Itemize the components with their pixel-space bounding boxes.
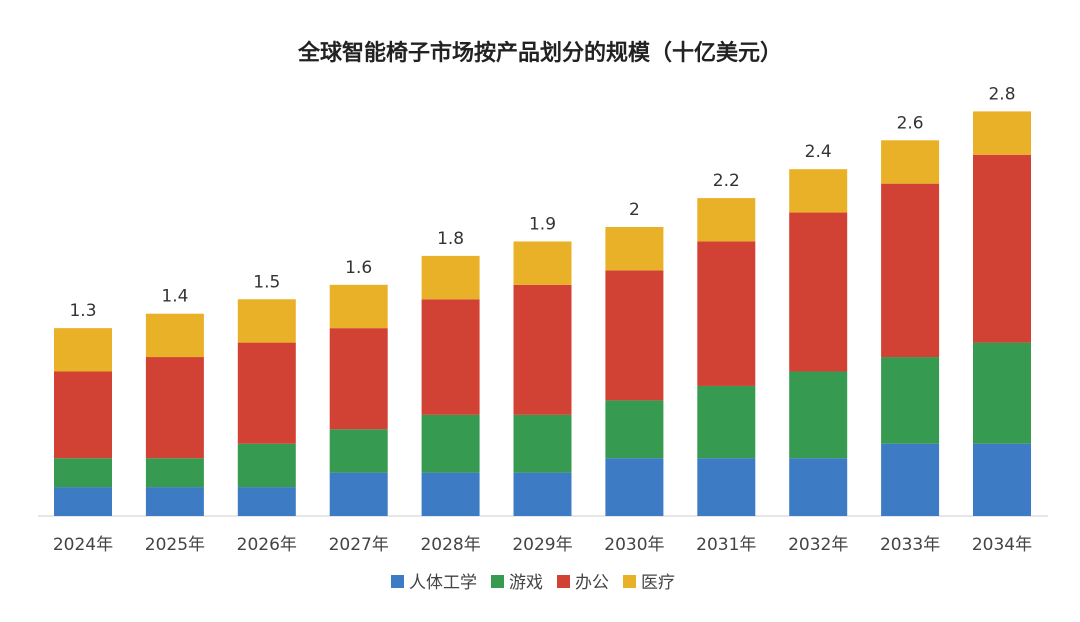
bar-segment-2-8 xyxy=(697,385,756,459)
bar-segment-3-5 xyxy=(421,299,480,415)
x-tick-label: 2031年 xyxy=(696,535,756,555)
x-tick-label: 2024年 xyxy=(53,535,113,555)
bar-segment-4-4 xyxy=(329,284,388,329)
legend-swatch xyxy=(557,575,570,588)
legend: 人体工学 游戏 办公 医疗 xyxy=(391,573,675,593)
bar-segment-4-1 xyxy=(54,328,112,372)
bar-segment-2-4 xyxy=(329,429,388,473)
bar-segment-1-8 xyxy=(697,458,756,516)
x-tick-label: 2034年 xyxy=(972,535,1032,555)
bar-segment-3-3 xyxy=(237,342,296,444)
bar-segment-2-6 xyxy=(513,414,572,473)
bar-segment-3-8 xyxy=(697,241,756,386)
bar-segment-1-3 xyxy=(237,487,296,516)
bar-segment-1-7 xyxy=(605,458,664,516)
legend-swatch xyxy=(623,575,636,588)
total-label: 1.3 xyxy=(69,301,96,321)
bar-segment-2-9 xyxy=(789,371,848,459)
legend-label: 人体工学 xyxy=(409,573,477,593)
bar-segment-2-3 xyxy=(237,443,296,488)
total-label: 1.6 xyxy=(345,258,372,278)
x-tick-label: 2033年 xyxy=(880,535,940,555)
bar-segment-3-1 xyxy=(54,371,112,459)
total-label: 1.8 xyxy=(437,229,464,249)
legend-label: 游戏 xyxy=(509,573,543,593)
total-label: 2.2 xyxy=(713,171,740,191)
legend-label: 办公 xyxy=(575,573,609,593)
bar-segment-1-11 xyxy=(973,443,1031,516)
x-tick-label: 2026年 xyxy=(237,535,297,555)
bar-segment-1-5 xyxy=(421,472,480,516)
bar-segment-2-5 xyxy=(421,414,480,473)
total-label: 1.9 xyxy=(529,214,556,234)
bar-segment-1-1 xyxy=(54,487,112,516)
bar-segment-1-9 xyxy=(789,458,848,516)
x-tick-label: 2029年 xyxy=(512,535,572,555)
bar-segment-4-6 xyxy=(513,241,572,285)
bar-segment-4-3 xyxy=(237,299,296,343)
bar-segment-4-5 xyxy=(421,255,480,300)
x-tick-label: 2027年 xyxy=(329,535,389,555)
bar-segment-3-10 xyxy=(881,183,940,358)
bar-segment-3-6 xyxy=(513,284,572,415)
bar-segment-2-11 xyxy=(973,342,1031,444)
bar-segment-3-9 xyxy=(789,212,848,372)
bar-segment-4-8 xyxy=(697,198,756,242)
legend-swatch xyxy=(391,575,404,588)
total-label: 2.6 xyxy=(897,113,924,133)
x-tick-label: 2025年 xyxy=(145,535,205,555)
bar-segment-2-10 xyxy=(881,357,940,444)
bar-segment-4-10 xyxy=(881,140,940,184)
bar-segment-1-6 xyxy=(513,472,572,516)
bar-segment-2-1 xyxy=(54,458,112,488)
bar-segment-3-11 xyxy=(973,154,1031,343)
bar-segment-2-2 xyxy=(145,458,204,488)
bar-segment-4-9 xyxy=(789,169,848,213)
x-tick-label: 2028年 xyxy=(420,535,480,555)
total-label: 2.8 xyxy=(988,84,1015,104)
legend-label: 医疗 xyxy=(641,573,675,593)
chart-title: 全球智能椅子市场按产品划分的规模（十亿美元） xyxy=(297,40,782,66)
bar-segment-3-2 xyxy=(145,357,204,459)
bar-segment-4-11 xyxy=(973,111,1031,155)
bar-segment-1-10 xyxy=(881,443,940,516)
bar-segment-4-2 xyxy=(145,313,204,358)
bar-segment-3-4 xyxy=(329,328,388,430)
total-label: 1.5 xyxy=(253,272,280,292)
legend-swatch xyxy=(491,575,504,588)
bar-segment-1-4 xyxy=(329,472,388,516)
bar-segment-2-7 xyxy=(605,400,664,459)
x-tick-label: 2032年 xyxy=(788,535,848,555)
bar-segment-4-7 xyxy=(605,227,664,271)
bar-segment-1-2 xyxy=(145,487,204,516)
bar-segment-3-7 xyxy=(605,270,664,401)
total-label: 2 xyxy=(629,200,640,220)
total-label: 1.4 xyxy=(161,287,188,307)
total-label: 2.4 xyxy=(805,142,832,162)
x-tick-label: 2030年 xyxy=(604,535,664,555)
